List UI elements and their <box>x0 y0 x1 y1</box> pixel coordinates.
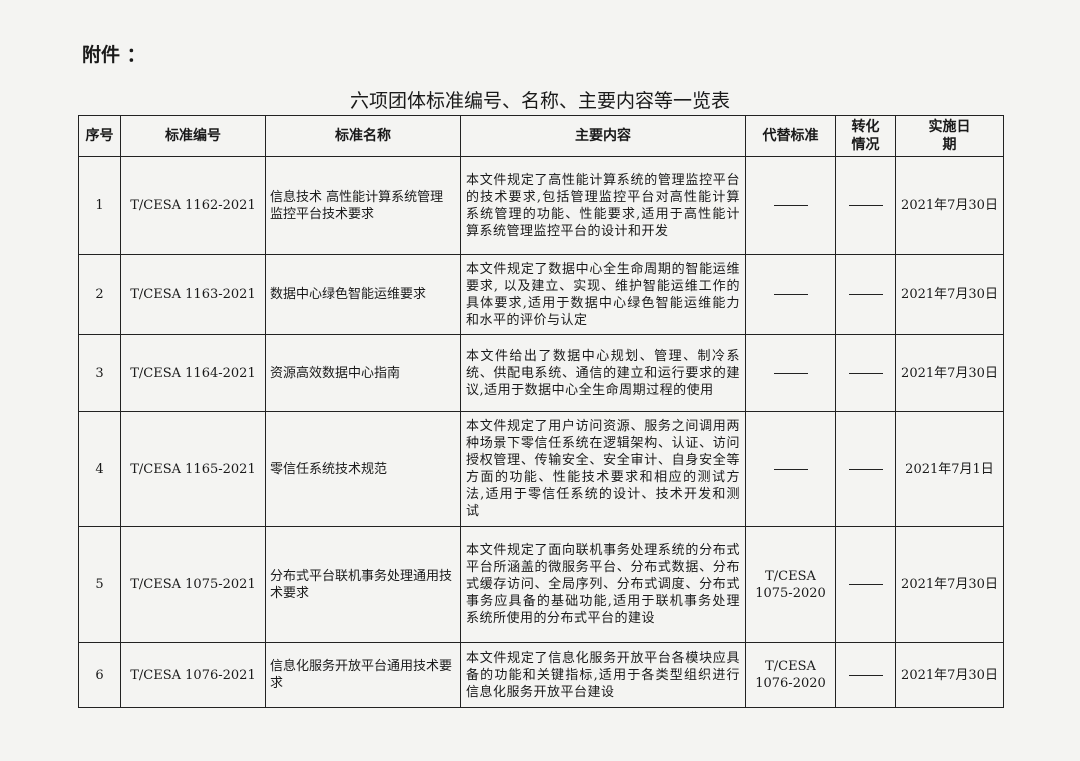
conversion-status <box>835 642 896 708</box>
conversion-status <box>835 411 896 527</box>
attachment-label: 附件 ： <box>82 44 146 66</box>
document-title: 六项团体标准编号、名称、主要内容等一览表 <box>349 90 730 112</box>
standard-code: T/CESA 1076-2021 <box>120 642 266 708</box>
conversion-status <box>835 254 896 335</box>
standard-code: T/CESA 1163-2021 <box>120 254 266 335</box>
main-content: 本文件规定了数据中心全生命周期的智能运维要求, 以及建立、实现、维护智能运维工作… <box>460 254 746 335</box>
effective-date: 2021年7月30日 <box>895 334 1004 412</box>
table-row: 1 T/CESA 1162-2021 信息技术 高性能计算系统管理监控平台技术要求本… <box>78 156 1004 255</box>
standard-name: 资源高效数据中心指南 <box>265 334 461 412</box>
dash-mark <box>848 674 883 676</box>
header-replaces: 代替标准 <box>745 115 836 157</box>
conversion-status <box>835 334 896 412</box>
standard-name: 数据中心绿色智能运维要求 <box>265 254 461 335</box>
table-row: 3 T/CESA 1164-2021 资源高效数据中心指南 本文件给出了数据中心规划、… <box>78 334 1004 412</box>
dash-mark <box>848 584 883 585</box>
row-number: 6 <box>78 642 121 708</box>
standard-name: 信息化服务开放平台通用技术要求 <box>265 642 461 708</box>
standards-table: 序号 标准编号 标准名称 主要内容 代替标准 转化情况 实施日期 1 T/CESA… <box>78 115 1004 708</box>
replaced-standard: T/CESA 1076-2020 <box>745 642 836 708</box>
row-number: 1 <box>78 156 121 255</box>
effective-date: 2021年7月30日 <box>895 642 1004 708</box>
dash-mark <box>773 205 808 206</box>
replaced-standard <box>745 254 836 335</box>
header-conversion: 转化情况 <box>835 115 896 157</box>
replaced-standard <box>745 334 836 412</box>
dash-mark <box>848 468 883 470</box>
table-row: 2 T/CESA 1163-2021 数据中心绿色智能运维要求 本文件规定了数据中心全… <box>78 254 1004 335</box>
standard-code: T/CESA 1162-2021 <box>120 156 266 255</box>
standard-code: T/CESA 1075-2021 <box>120 526 266 643</box>
conversion-status <box>835 156 896 255</box>
row-number: 3 <box>78 334 121 412</box>
standard-name: 信息技术 高性能计算系统管理监控平台技术要求 <box>265 156 461 255</box>
replaced-standard <box>745 411 836 527</box>
dash-mark <box>848 372 883 374</box>
table-row: 6 T/CESA 1076-2021 信息化服务开放平台通用技术要求 本文件规定了信息… <box>78 642 1004 708</box>
main-content: 本文件给出了数据中心规划、管理、制冷系统、供配电系统、通信的建立和运行要求的建议… <box>460 334 746 412</box>
header-content: 主要内容 <box>460 115 746 157</box>
dash-mark <box>848 205 883 206</box>
header-code: 标准编号 <box>120 115 266 157</box>
row-number: 4 <box>78 411 121 527</box>
main-content: 本文件规定了信息化服务开放平台各模块应具备的功能和关键指标,适用于各类型组织进行… <box>460 642 746 708</box>
row-number: 2 <box>78 254 121 335</box>
standard-code: T/CESA 1164-2021 <box>120 334 266 412</box>
dash-mark <box>773 294 808 295</box>
row-number: 5 <box>78 526 121 643</box>
standard-code: T/CESA 1165-2021 <box>120 411 266 527</box>
effective-date: 2021年7月30日 <box>895 156 1004 255</box>
main-content: 本文件规定了用户访问资源、服务之间调用两种场景下零信任系统在逻辑架构、认证、访问… <box>460 411 746 527</box>
dash-mark <box>773 468 808 470</box>
dash-mark <box>848 294 883 295</box>
main-content: 本文件规定了高性能计算系统的管理监控平台的技术要求,包括管理监控平台对高性能计算… <box>460 156 746 255</box>
table-row: 5 T/CESA 1075-2021 分布式平台联机事务处理通用技术要求 本文件规定了… <box>78 526 1004 643</box>
effective-date: 2021年7月30日 <box>895 526 1004 643</box>
replaced-standard <box>745 156 836 255</box>
replaced-standard: T/CESA 1075-2020 <box>745 526 836 643</box>
standard-name: 零信任系统技术规范 <box>265 411 461 527</box>
conversion-status <box>835 526 896 643</box>
header-name: 标准名称 <box>265 115 461 157</box>
header-no: 序号 <box>78 115 121 157</box>
table-header-row: 序号 标准编号 标准名称 主要内容 代替标准 转化情况 实施日期 <box>78 115 1004 157</box>
effective-date: 2021年7月30日 <box>895 254 1004 335</box>
main-content: 本文件规定了面向联机事务处理系统的分布式平台所涵盖的微服务平台、分布式数据、分布… <box>460 526 746 643</box>
header-date: 实施日期 <box>895 115 1004 157</box>
dash-mark <box>773 372 808 374</box>
effective-date: 2021年7月1日 <box>895 411 1004 527</box>
standard-name: 分布式平台联机事务处理通用技术要求 <box>265 526 461 643</box>
table-row: 4 T/CESA 1165-2021 零信任系统技术规范 本文件规定了用户访问资源、服… <box>78 411 1004 527</box>
